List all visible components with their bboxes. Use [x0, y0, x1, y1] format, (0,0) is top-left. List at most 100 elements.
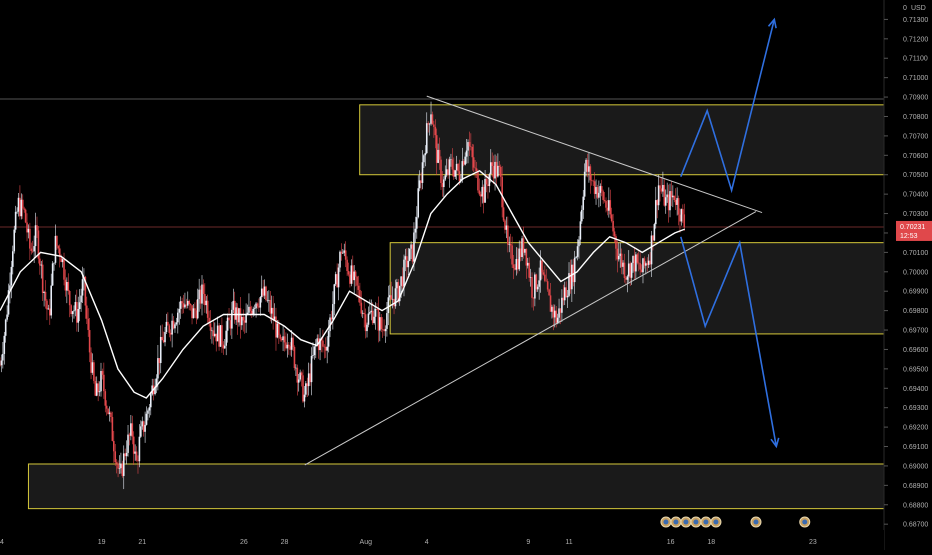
candle-body: [458, 171, 461, 182]
candle-body: [243, 320, 246, 323]
candle-body: [135, 451, 138, 461]
moving-average-line: [0, 169, 686, 399]
candle-body: [531, 277, 533, 298]
candle-body: [485, 178, 488, 185]
candle-body: [7, 290, 10, 315]
x-tick-label: 26: [240, 539, 248, 546]
candle-body: [495, 161, 498, 177]
y-tick-label: 0.71000: [903, 75, 928, 82]
candle-body: [95, 383, 98, 396]
candle-body: [10, 266, 13, 286]
candle-body: [334, 274, 337, 285]
candle-body: [194, 308, 196, 311]
candle-body: [270, 307, 273, 314]
candle-body: [53, 262, 55, 264]
candle-body: [437, 149, 439, 163]
candle-body: [309, 373, 311, 383]
candle-body: [413, 232, 415, 262]
x-tick-label: 28: [281, 539, 289, 546]
candle-body: [487, 184, 489, 187]
candle-body: [376, 308, 378, 310]
candle-body: [569, 273, 572, 290]
candle-body: [337, 267, 340, 288]
candle-body: [632, 256, 634, 263]
candle-body: [182, 303, 185, 308]
candle-body: [480, 194, 482, 197]
candle-body: [80, 295, 82, 303]
candle-body: [269, 299, 272, 314]
candle-body: [333, 284, 336, 305]
candle-body: [307, 373, 310, 387]
candle-body: [494, 161, 496, 179]
triangle-trendline[interactable]: [304, 211, 757, 466]
y-tick-label: 0.69000: [903, 463, 928, 470]
candle-body: [386, 313, 388, 329]
supply-demand-zone[interactable]: [359, 104, 885, 176]
candle-body: [256, 303, 259, 307]
candle-body: [154, 387, 156, 395]
candle-body: [239, 308, 242, 326]
x-tick-label: 11: [565, 539, 572, 546]
hlines-layer: [0, 98, 884, 228]
candle-body: [319, 338, 321, 351]
candle-body: [414, 228, 417, 233]
x-tick-label: 9: [526, 539, 530, 546]
candle-body: [568, 273, 570, 296]
candle-body: [342, 252, 344, 254]
candle-body: [266, 299, 269, 301]
projection-path[interactable]: [680, 236, 778, 447]
candle-body: [208, 317, 210, 324]
candle-body: [258, 306, 260, 308]
supply-demand-zone[interactable]: [27, 463, 885, 510]
y-tick-label: 0.68700: [903, 522, 928, 529]
x-tick-label: Aug: [360, 539, 373, 546]
y-tick-label: 0.69700: [903, 328, 928, 335]
candle-body: [268, 299, 270, 301]
candle-body: [534, 274, 536, 299]
candle-body: [111, 417, 114, 441]
y-tick-label: 0.70000: [903, 269, 928, 276]
candle-body: [90, 352, 92, 373]
candle-body: [285, 342, 287, 349]
candle-body: [452, 169, 455, 177]
candle-body: [94, 380, 97, 396]
candle-body: [408, 248, 411, 261]
candle-body: [303, 394, 306, 402]
candle-body: [556, 317, 559, 324]
candle-body: [536, 286, 539, 290]
economic-event-icon-inner: [683, 519, 689, 525]
candle-body: [387, 297, 390, 314]
candle-body: [566, 295, 569, 298]
candle-body: [522, 238, 525, 253]
candle-body: [482, 186, 485, 203]
price-axis[interactable]: 0 USD 0.71300 0.71200 0.71100 0.71000 0.7090…: [884, 5, 928, 529]
candle-body: [662, 184, 664, 192]
candle-body: [21, 199, 24, 209]
y-tick-label: 0.70600: [903, 153, 928, 160]
candle-body: [356, 276, 358, 286]
projection-path[interactable]: [680, 19, 776, 194]
candle-body: [391, 298, 394, 300]
y-tick-label: 0.71200: [903, 36, 928, 43]
candle-body: [623, 262, 626, 278]
candle-body: [56, 235, 58, 247]
current-price-box: [896, 220, 932, 241]
candle-body: [443, 179, 445, 188]
candle-body: [101, 371, 104, 375]
candle-body: [546, 281, 549, 290]
candle-body: [107, 408, 109, 414]
candle-body: [306, 383, 309, 387]
candle-body: [643, 258, 646, 266]
candle-body: [360, 302, 363, 314]
candle-body: [128, 434, 131, 436]
candle-body: [252, 308, 255, 315]
candle-body: [172, 320, 175, 329]
candle-body: [50, 285, 53, 316]
candle-body: [589, 166, 592, 181]
triangle-trendline[interactable]: [426, 95, 763, 214]
time-axis[interactable]: 14 19 21 26 28 Aug 4 9 11 16 18 23: [0, 530, 884, 550]
candle-body: [669, 191, 671, 211]
candle-body: [380, 317, 383, 330]
